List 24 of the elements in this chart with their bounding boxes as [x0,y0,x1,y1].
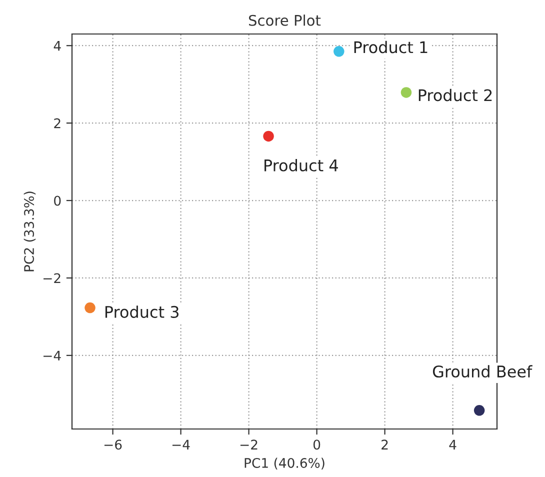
point [334,46,344,57]
x-tick-label: −6 [104,440,122,450]
text: Ground Beef [432,365,532,378]
series-label: Product 2 [418,88,492,102]
y-tick-label: 4 [54,41,61,51]
series-label: Product 4 [264,159,338,172]
y-tick-label: 2 [54,118,60,128]
y-tick-label: 0 [54,196,61,206]
x-axis-title: PC1 (40.6%) [244,458,324,470]
x-tick-label: −4 [172,440,190,450]
x-tick-label: −2 [240,440,258,450]
x-tick-label: 2 [382,440,388,450]
y-tick-label: −4 [44,350,61,360]
point [84,302,96,314]
chart-title: Score Plot [248,14,321,26]
point [400,87,412,98]
point [263,130,274,142]
x-tick-label: 4 [449,440,456,450]
y-axis-title: PC2 (33.3%) [24,192,36,272]
point [474,405,485,416]
y-tick-label: −2 [44,273,60,283]
x-tick-label: 0 [313,440,320,450]
series-label: Product 3 [105,306,179,318]
series-label: Product 1 [354,40,428,54]
